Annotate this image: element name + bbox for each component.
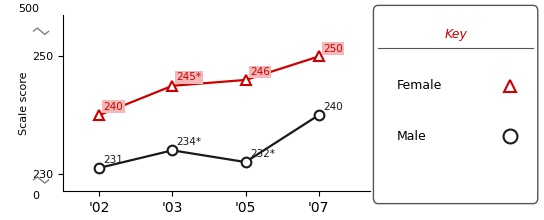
Text: Key: Key [444,28,467,41]
Text: 245*: 245* [177,72,202,82]
Text: 234*: 234* [177,138,202,147]
Text: 246: 246 [250,67,270,77]
Y-axis label: Scale score: Scale score [19,72,29,135]
Text: 0: 0 [33,191,40,201]
Text: 500: 500 [18,4,40,14]
Text: 250: 250 [323,44,343,53]
Text: 231: 231 [103,155,123,165]
Text: Male: Male [397,130,426,143]
Text: 240: 240 [323,102,343,112]
Text: 232*: 232* [250,149,275,159]
FancyBboxPatch shape [373,5,538,204]
Text: 240: 240 [103,102,123,112]
Text: Female: Female [397,79,442,92]
Text: Year: Year [381,194,405,204]
